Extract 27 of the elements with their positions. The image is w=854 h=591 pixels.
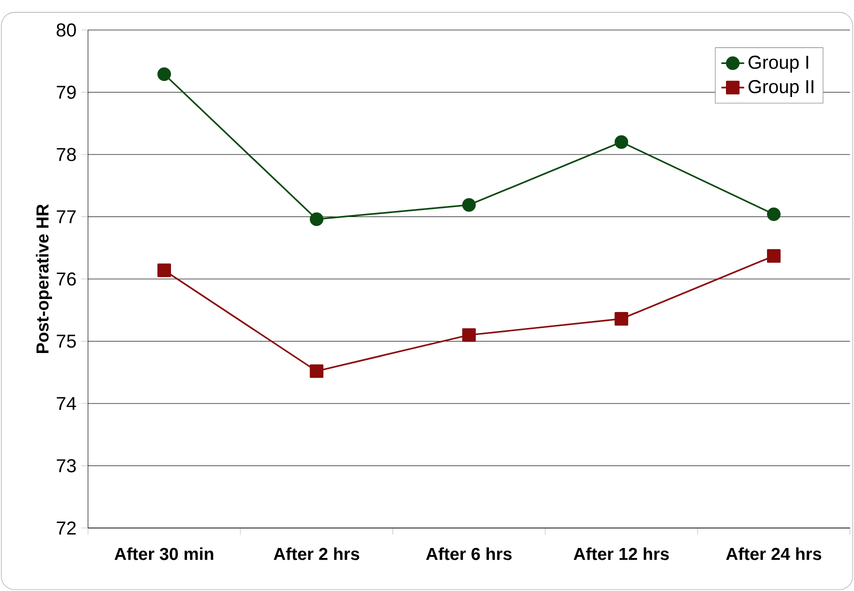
x-tick-label: After 6 hrs [426,547,512,560]
point [157,67,171,81]
legend-label: Group II [748,80,814,97]
y-tick-label: 72 [56,521,76,534]
point [614,312,628,326]
point [462,328,476,342]
legend-label: Group I [748,56,808,73]
y-tick-label: 79 [56,86,76,99]
point [310,212,324,226]
point [157,263,171,278]
y-axis-title: Post-operative HR [36,204,52,353]
point [310,364,324,378]
y-tick-label: 74 [56,397,76,410]
y-tick-label: 80 [56,23,76,37]
point [614,135,628,149]
y-tick-label: 73 [56,459,76,472]
x-tick-label: After 12 hrs [574,547,669,560]
x-tick-label: After 2 hrs [274,547,360,560]
x-tick-label: After 24 hrs [726,547,822,560]
y-tick-label: 75 [56,334,76,348]
y-tick-label: 77 [56,210,76,224]
x-tick-label: After 30 min [114,547,214,560]
y-tick-label: 78 [56,148,76,162]
point [766,207,781,222]
point [766,249,781,263]
point [462,198,476,212]
y-tick-label: 76 [56,272,76,286]
